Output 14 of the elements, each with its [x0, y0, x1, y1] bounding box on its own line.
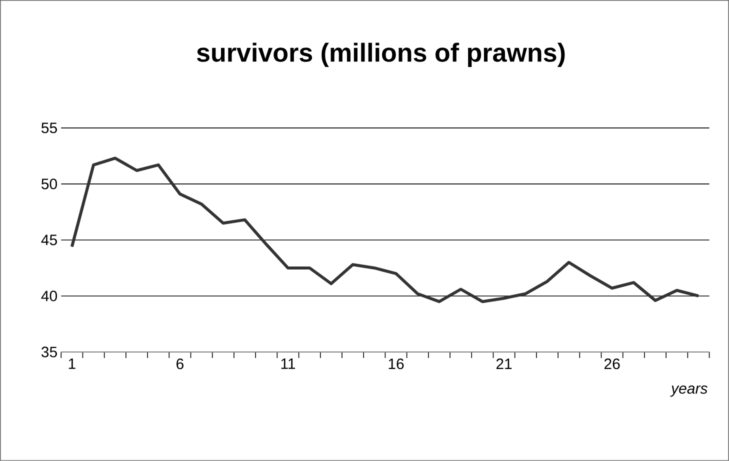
chart-title: survivors (millions of prawns) [196, 42, 565, 68]
x-tick-label: 11 [281, 358, 296, 369]
y-tick-label: 45 [41, 234, 57, 246]
y-tick-label: 40 [41, 290, 57, 302]
y-tick-label: 35 [41, 346, 57, 358]
x-tick-label: 26 [604, 358, 620, 370]
y-tick-label: 55 [41, 122, 57, 134]
line-series [70, 156, 700, 304]
x-axis-title: years [670, 386, 708, 397]
x-tick-label: 1 [68, 358, 76, 369]
y-tick-label: 50 [41, 178, 57, 190]
x-tick-label: 21 [496, 358, 512, 370]
x-tick-label: 6 [176, 358, 184, 370]
x-tick-label: 16 [388, 358, 404, 370]
